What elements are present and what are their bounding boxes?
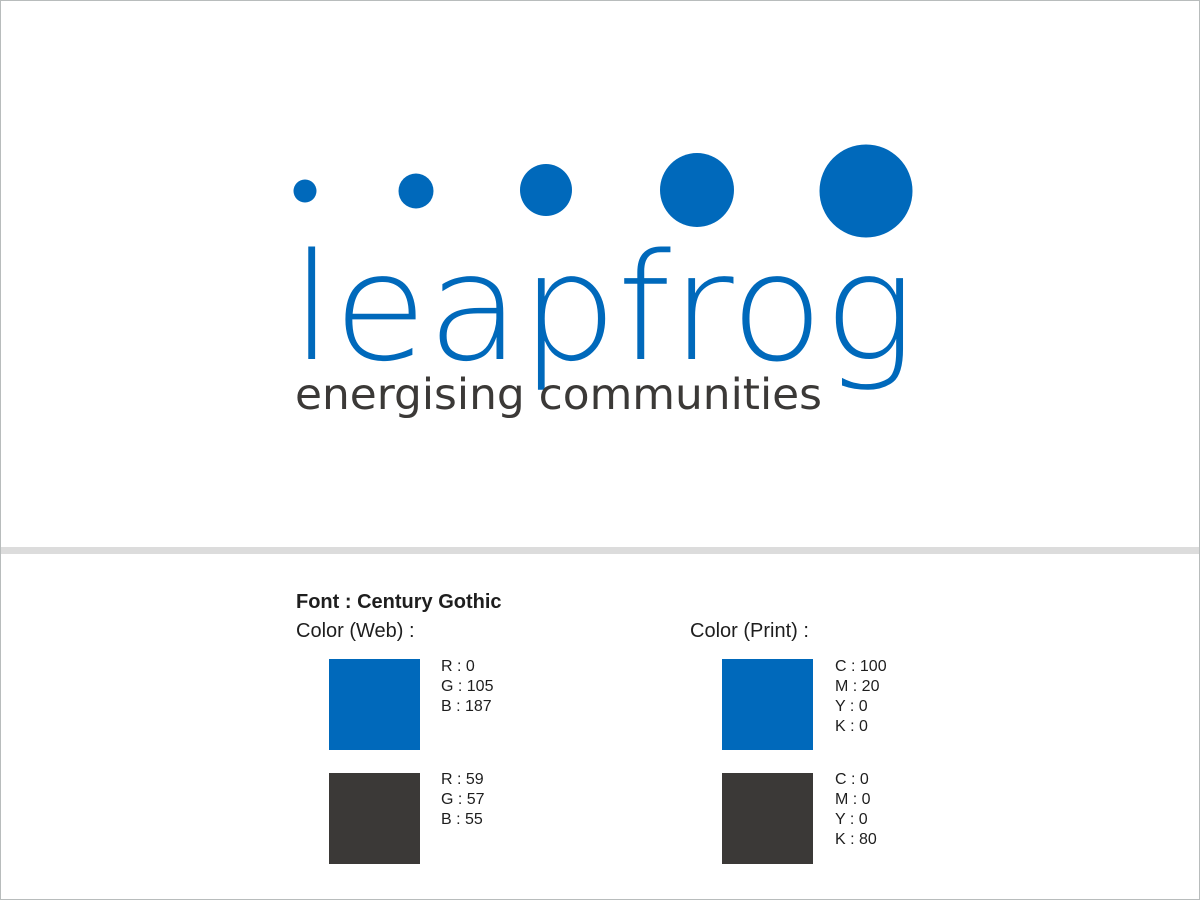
web-color-heading: Color (Web) : bbox=[296, 620, 415, 642]
leapfrog-logo: leapfrog energising communities bbox=[291, 144, 915, 420]
print-blue-swatch bbox=[722, 659, 813, 750]
print-blue-y-value: Y : 0 bbox=[835, 698, 868, 715]
dot-icon-2 bbox=[398, 173, 434, 209]
print-grey-k-value: K : 80 bbox=[835, 831, 877, 848]
dot-icon-1 bbox=[293, 179, 317, 203]
print-blue-c-value: C : 100 bbox=[835, 658, 887, 675]
web-grey-b-value: B : 55 bbox=[441, 811, 483, 828]
logo-wordmark: leapfrog bbox=[291, 222, 915, 394]
section-divider bbox=[1, 547, 1199, 554]
logo-tagline: energising communities bbox=[295, 370, 822, 420]
print-grey-y-value: Y : 0 bbox=[835, 811, 868, 828]
print-grey-swatch bbox=[722, 773, 813, 864]
dot-icon-5 bbox=[819, 144, 913, 238]
print-blue-k-value: K : 0 bbox=[835, 718, 868, 735]
print-blue-values: C : 100 M : 20 Y : 0 K : 0 bbox=[835, 657, 887, 737]
print-grey-m-value: M : 0 bbox=[835, 791, 871, 808]
web-blue-swatch bbox=[329, 659, 420, 750]
font-label: Font : Century Gothic bbox=[296, 591, 502, 613]
dot-icon-3 bbox=[520, 164, 572, 216]
web-grey-g-value: G : 57 bbox=[441, 791, 485, 808]
web-blue-values: R : 0 G : 105 B : 187 bbox=[441, 657, 493, 717]
web-blue-g-value: G : 105 bbox=[441, 678, 494, 695]
print-blue-m-value: M : 20 bbox=[835, 678, 880, 695]
print-grey-values: C : 0 M : 0 Y : 0 K : 80 bbox=[835, 770, 877, 850]
web-grey-values: R : 59 G : 57 B : 55 bbox=[441, 770, 485, 830]
web-blue-r-value: R : 0 bbox=[441, 658, 475, 675]
web-blue-b-value: B : 187 bbox=[441, 698, 492, 715]
web-grey-r-value: R : 59 bbox=[441, 771, 484, 788]
print-grey-c-value: C : 0 bbox=[835, 771, 869, 788]
web-grey-swatch bbox=[329, 773, 420, 864]
print-color-heading: Color (Print) : bbox=[690, 620, 809, 642]
dot-icon-4 bbox=[660, 153, 734, 227]
